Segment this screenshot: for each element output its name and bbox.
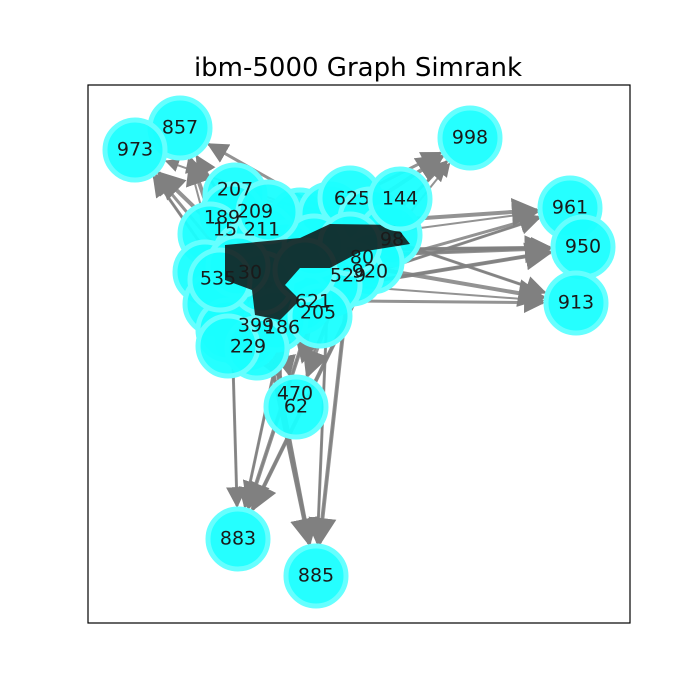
cluster-label-529: 529: [330, 265, 366, 287]
node-label-950: 950: [565, 236, 601, 258]
overlapping-labels-mass: [225, 224, 410, 320]
node-label-62: 62: [284, 396, 308, 418]
node-883: [205, 506, 271, 572]
node-144: [367, 166, 433, 232]
node-label-961: 961: [552, 197, 588, 219]
cluster-label-621: 621: [295, 291, 331, 313]
node-label-883: 883: [220, 528, 256, 550]
node-label-998: 998: [452, 127, 488, 149]
cluster-node-29: [195, 313, 261, 379]
cluster-label-625: 625: [334, 188, 370, 210]
node-label-885: 885: [298, 565, 334, 587]
cluster-label-399: 399: [238, 315, 274, 337]
cluster-label-98: 98: [380, 229, 404, 251]
node-913: [543, 270, 609, 336]
cluster-label-229: 229: [230, 336, 266, 358]
cluster-label-920: 920: [352, 261, 388, 283]
node-label-913: 913: [558, 292, 594, 314]
cluster-label-30: 30: [238, 262, 262, 284]
node-973: [102, 117, 168, 183]
node-label-857: 857: [162, 117, 198, 139]
node-label-144: 144: [382, 188, 418, 210]
cluster-label-205: 205: [300, 302, 336, 324]
cluster-label-186: 186: [264, 317, 300, 339]
cluster-label-189: 189: [204, 207, 240, 229]
cluster-label-80: 80: [350, 247, 374, 269]
node-62: [263, 374, 329, 440]
node-label-973: 973: [117, 139, 153, 161]
cluster-label-207: 207: [217, 179, 253, 201]
cluster-label-209: 209: [237, 201, 273, 223]
node-885: [283, 543, 349, 609]
cluster-label-211: 211: [244, 219, 280, 241]
cluster-label-15: 15: [213, 219, 237, 241]
node-label-470: 470: [277, 383, 313, 405]
chart-title: ibm-5000 Graph Simrank: [194, 53, 522, 83]
node-998: [437, 105, 503, 171]
plot-frame: [87, 84, 631, 624]
cluster-label-535: 535: [200, 268, 236, 290]
